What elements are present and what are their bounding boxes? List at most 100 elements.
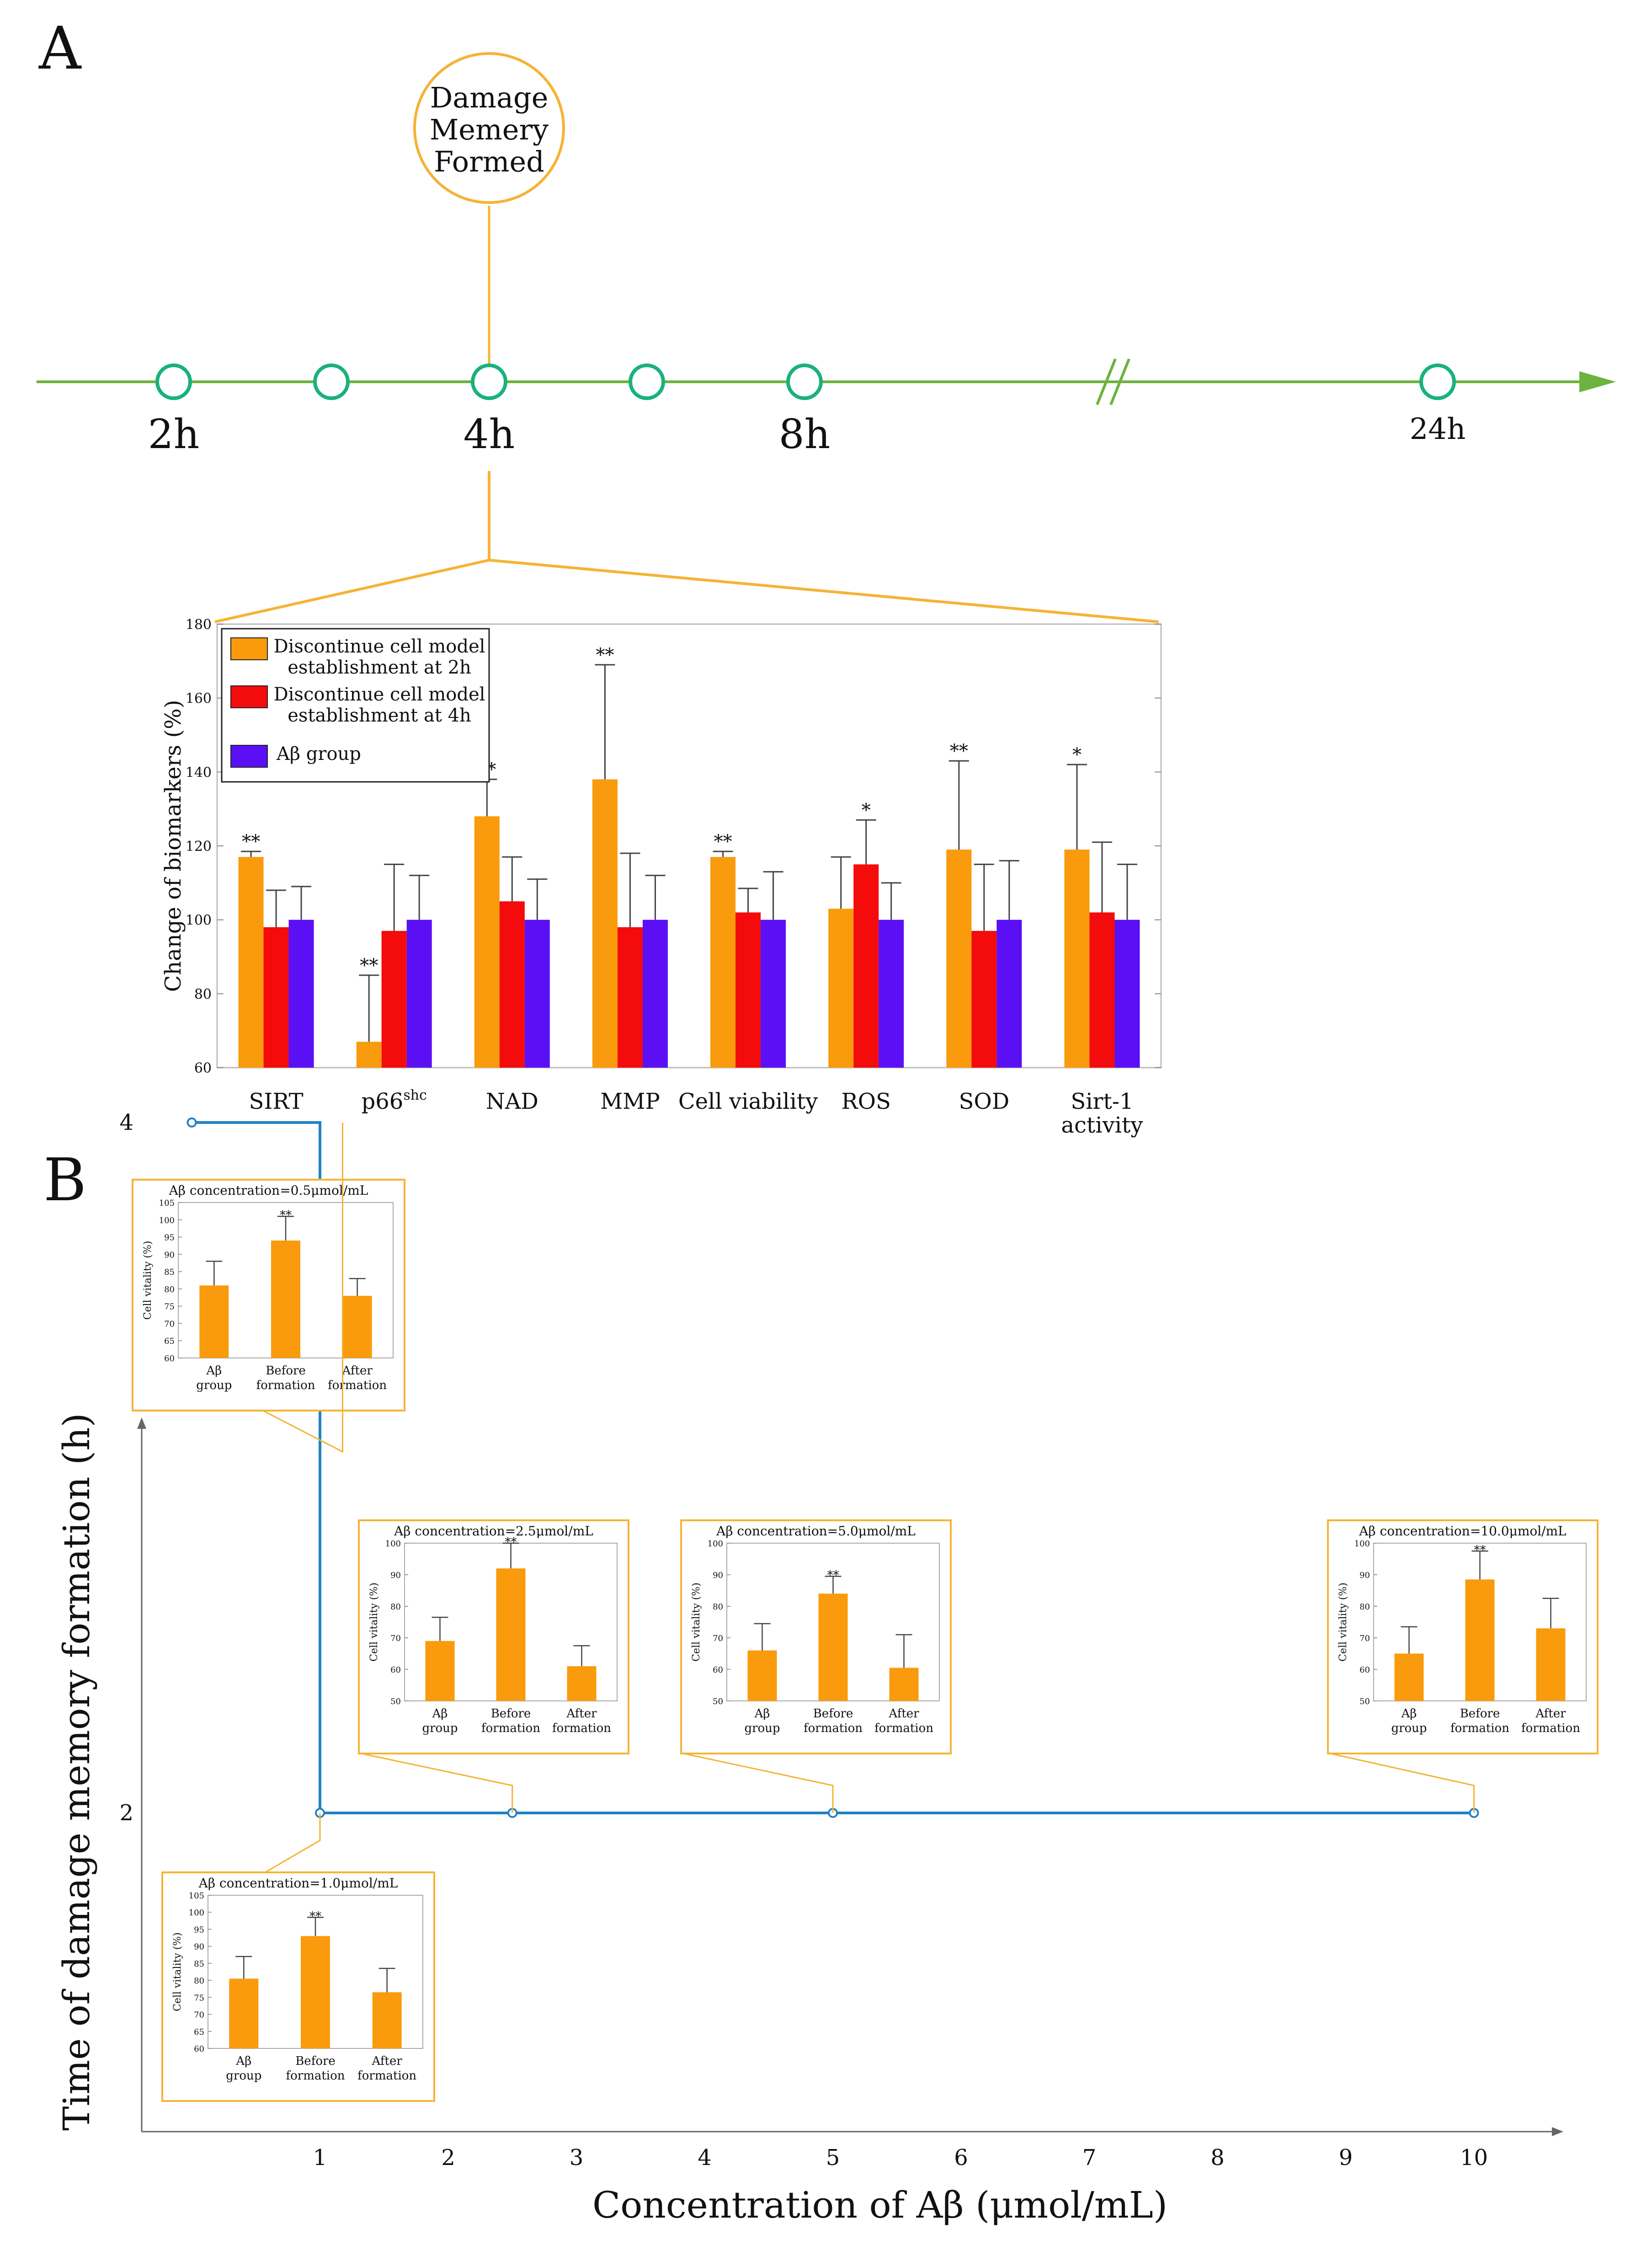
y-tick-label: 120	[186, 839, 212, 855]
inset-y-tick-label: 80	[1359, 1602, 1370, 1612]
inset-bar	[271, 1240, 300, 1358]
y-axis-arrow	[137, 1417, 146, 1429]
inset-bar	[1465, 1579, 1495, 1701]
inset-y-tick-label: 95	[164, 1233, 175, 1243]
bar	[642, 920, 668, 1068]
inset-y-tick-label: 60	[194, 2044, 204, 2054]
inset-x-tick-label: Before	[295, 2054, 336, 2068]
inset-y-tick-label: 100	[159, 1216, 175, 1225]
inset-bar	[425, 1641, 455, 1701]
inset-y-tick-label: 80	[390, 1602, 401, 1612]
bar	[761, 920, 786, 1068]
y-tick-label: 60	[194, 1060, 212, 1076]
inset-bar	[496, 1568, 526, 1701]
legend-label: Aβ group	[276, 743, 361, 764]
inset-x-tick-label: Aβ	[432, 1707, 448, 1721]
inset-y-tick-label: 90	[713, 1571, 723, 1580]
bar	[828, 909, 854, 1068]
bar	[710, 857, 736, 1068]
inset-x-tick-label: formation	[1450, 1721, 1509, 1735]
y-tick-label: 180	[186, 617, 212, 633]
x-tick-superscript: shc	[403, 1087, 427, 1103]
x-axis-label: Concentration of Aβ (μmol/mL)	[592, 2184, 1167, 2226]
inset-x-tick-label: Aβ	[235, 2054, 251, 2068]
timeline-node	[1419, 364, 1456, 400]
memory-formed-circle	[413, 52, 565, 204]
inset-charts: Aβ concentration=0.5μmol/mL 60 65 70 75 80 85 9…	[132, 1123, 1599, 2102]
y-tick-label: 140	[186, 764, 212, 781]
memory-formed-label: Memery	[430, 113, 549, 146]
timeline-arrow-head	[1579, 371, 1616, 392]
significance-mark: **	[950, 741, 968, 762]
inset-y-tick-label: 90	[164, 1250, 175, 1260]
inset-y-tick-label: 60	[164, 1354, 175, 1363]
inset-bar	[1536, 1628, 1566, 1701]
x-tick-label: 1	[313, 2145, 327, 2170]
inset-bar	[747, 1650, 777, 1701]
bar	[474, 816, 500, 1068]
memory-formed-label: Formed	[434, 145, 544, 178]
inset-title: Aβ concentration=5.0μmol/mL	[716, 1524, 916, 1539]
bar	[238, 857, 264, 1068]
bar	[735, 912, 761, 1068]
inset-significance-mark: **	[309, 1909, 321, 1923]
x-tick-label: activity	[1061, 1112, 1143, 1138]
memory-formed-label: Damage	[430, 81, 549, 114]
inset-x-tick-label: Before	[1460, 1707, 1500, 1721]
inset-title: Aβ concentration=1.0μmol/mL	[198, 1876, 398, 1891]
inset-bar	[229, 1978, 259, 2048]
x-tick-label: ROS	[842, 1089, 891, 1114]
inset-y-axis-label: Cell vitality (%)	[142, 1241, 154, 1320]
inset-connector	[1330, 1753, 1475, 1813]
inset-y-tick-label: 75	[164, 1302, 175, 1312]
inset-title: Aβ concentration=0.5μmol/mL	[169, 1183, 368, 1198]
y-axis-label: Change of biomarkers (%)	[160, 700, 186, 992]
legend-swatch	[230, 637, 268, 660]
inset-x-tick-label: group	[196, 1379, 232, 1392]
inset-y-tick-label: 65	[194, 2027, 204, 2037]
bar	[879, 920, 904, 1068]
inset-significance-mark: **	[827, 1568, 839, 1582]
inset-bar	[889, 1668, 919, 1701]
inset-y-axis-label: Cell vitality (%)	[172, 1932, 183, 2011]
significance-mark: *	[862, 800, 871, 821]
inset-bar	[199, 1285, 229, 1358]
timeline-node	[471, 364, 507, 400]
x-tick-label: SOD	[959, 1089, 1009, 1114]
inset-x-tick-label: After	[888, 1707, 919, 1721]
inset-x-tick-label: formation	[874, 1721, 933, 1735]
inset-x-tick-label: group	[744, 1721, 780, 1735]
legend-label: Discontinue cell model	[274, 684, 485, 705]
inset-y-tick-label: 70	[713, 1634, 723, 1643]
timeline-break-mark	[1109, 358, 1130, 406]
inset-x-tick-label: group	[226, 2069, 261, 2083]
legend-label: Discontinue cell model	[274, 636, 485, 657]
inset-significance-mark: **	[1474, 1543, 1486, 1557]
inset-x-tick-label: Before	[491, 1707, 531, 1721]
x-tick-label: 2	[441, 2145, 455, 2170]
x-tick-label: 10	[1460, 2145, 1488, 2170]
inset-x-tick-label: formation	[286, 2069, 345, 2083]
legend-label: establishment at 4h	[288, 705, 471, 726]
inset-y-axis-label: Cell vitality (%)	[368, 1582, 380, 1662]
y-tick-label: 80	[194, 986, 212, 1002]
bar	[946, 850, 972, 1068]
bar	[381, 930, 407, 1068]
legend-swatch	[230, 685, 268, 708]
timeline-tick-label: 24h	[1410, 412, 1466, 446]
x-tick-label: 4	[698, 2145, 712, 2170]
timeline-node	[155, 364, 192, 400]
inset-connector	[265, 1813, 321, 1873]
inset-y-tick-label: 50	[713, 1697, 723, 1706]
significance-mark: **	[596, 645, 614, 666]
y-tick-label: 4	[119, 1110, 133, 1135]
inset-y-tick-label: 70	[164, 1319, 175, 1329]
legend-swatch	[230, 745, 268, 768]
inset-connector	[361, 1753, 513, 1813]
inset-y-tick-label: 100	[708, 1539, 723, 1549]
bar	[592, 779, 618, 1068]
bar	[853, 864, 879, 1068]
inset-significance-mark: **	[505, 1535, 517, 1549]
inset-y-tick-label: 95	[194, 1925, 204, 1935]
step-point	[187, 1117, 197, 1128]
